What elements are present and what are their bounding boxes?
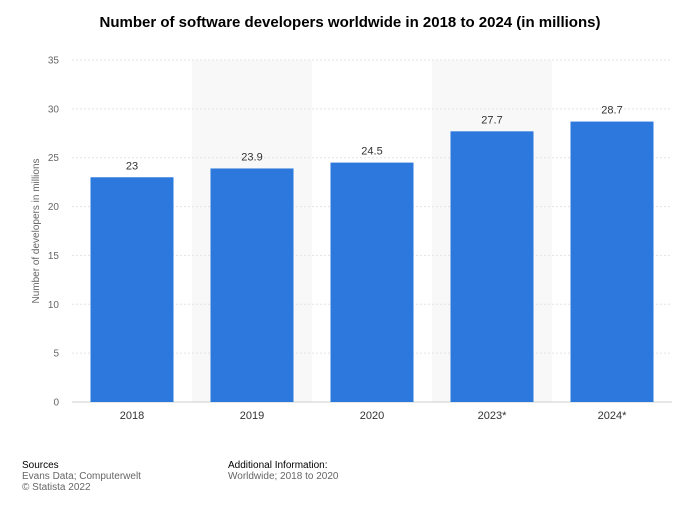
y-tick-label: 5 — [53, 349, 59, 360]
bar-chart: 0 5 10 15 20 25 30 35 23 2018 23.9 2019 24.5 2020 27.7… — [31, 56, 672, 422]
bar-2018[interactable] — [90, 177, 174, 402]
y-tick-label: 35 — [48, 56, 60, 67]
y-tick-label: 10 — [48, 300, 60, 311]
y-tick-label: 15 — [48, 251, 60, 262]
bar-2024[interactable] — [570, 121, 654, 402]
additional-info-block: Additional Information: Worldwide; 2018 … — [228, 460, 338, 482]
data-label: 24.5 — [361, 146, 382, 158]
bar-2019[interactable] — [210, 168, 294, 402]
data-label: 28.7 — [601, 105, 622, 117]
sources-title[interactable]: Sources — [22, 460, 59, 471]
x-tick-label: 2024* — [598, 410, 627, 422]
sources-block: Sources Evans Data; Computerwelt © Stati… — [22, 460, 141, 493]
x-tick-label: 2018 — [120, 410, 144, 422]
data-label: 27.7 — [481, 114, 502, 126]
bar-2020[interactable] — [330, 162, 414, 402]
x-tick-label: 2019 — [240, 410, 264, 422]
y-tick-label: 0 — [53, 398, 59, 409]
additional-info-text: Worldwide; 2018 to 2020 — [228, 471, 339, 482]
x-tick-label: 2020 — [360, 410, 384, 422]
additional-info-title[interactable]: Additional Information: — [228, 460, 328, 471]
data-label: 23.9 — [241, 151, 262, 163]
x-tick-label: 2023* — [478, 410, 507, 422]
y-tick-label: 30 — [48, 104, 60, 115]
copyright-text: © Statista 2022 — [22, 482, 91, 493]
data-label: 23 — [126, 160, 138, 172]
y-tick-label: 20 — [48, 202, 60, 213]
bar-2023[interactable] — [450, 131, 534, 402]
y-tick-label: 25 — [48, 153, 60, 164]
sources-text: Evans Data; Computerwelt — [22, 471, 141, 482]
chart-title: Number of software developers worldwide … — [99, 14, 601, 31]
y-axis-label: Number of developers in millions — [31, 158, 42, 303]
